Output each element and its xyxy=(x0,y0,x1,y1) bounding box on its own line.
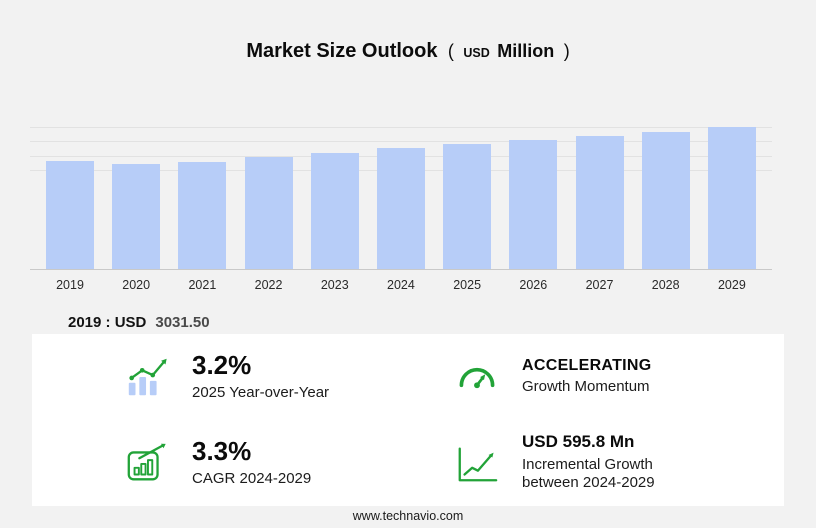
stat-incremental-text: USD 595.8 Mn Incremental Growth between … xyxy=(522,431,707,493)
stat-momentum: ACCELERATING Growth Momentum xyxy=(408,334,784,420)
stat-cagr-label: CAGR 2024-2029 xyxy=(192,469,312,487)
x-tick-label-2028: 2028 xyxy=(651,278,680,292)
bar-2024 xyxy=(376,148,425,269)
bar-2029 xyxy=(707,127,756,269)
stats-panel: 3.2% 2025 Year-over-Year ACCELERATING Gr… xyxy=(32,334,784,506)
bar-2025 xyxy=(443,144,492,269)
speedometer-icon xyxy=(450,355,504,399)
title-paren-close: ) xyxy=(563,41,570,61)
incremental-growth-icon xyxy=(450,440,504,486)
bar-2021 xyxy=(178,161,227,269)
x-tick-label-2024: 2024 xyxy=(387,278,415,292)
annotation-prefix: 2019 : USD xyxy=(68,314,147,331)
chart-bars xyxy=(30,126,772,269)
page-title: Market Size Outlook ( USD Million ) xyxy=(0,40,816,63)
bar-2023 xyxy=(310,152,359,269)
yoy-bars-trend-icon xyxy=(120,354,174,400)
bar-2022 xyxy=(244,157,293,269)
title-currency: USD xyxy=(463,46,490,60)
stat-momentum-label: Growth Momentum xyxy=(522,378,650,396)
chart-x-axis-labels: 2019 2020 2021 2022 2023 2024 2025 2026 2027 2028… xyxy=(30,278,772,292)
bar-2026 xyxy=(509,140,558,269)
gridline xyxy=(30,127,772,129)
stat-momentum-text: ACCELERATING Growth Momentum xyxy=(522,357,652,397)
x-tick-label-2025: 2025 xyxy=(453,278,482,292)
bar-2019 xyxy=(46,160,94,269)
x-tick-label-2020: 2020 xyxy=(122,278,151,292)
x-tick-label-2027: 2027 xyxy=(585,278,614,292)
stat-incremental-label: Incremental Growth between 2024-2029 xyxy=(522,455,655,492)
x-tick-label-2023: 2023 xyxy=(320,278,349,292)
title-unit: Million xyxy=(497,41,555,61)
x-tick-label-2022: 2022 xyxy=(254,278,283,292)
bar-2020 xyxy=(112,163,161,269)
bar-2027 xyxy=(575,136,624,269)
stat-cagr-value: 3.3% xyxy=(192,436,252,467)
title-paren-open: ( xyxy=(447,41,454,61)
title-main: Market Size Outlook xyxy=(246,40,438,62)
stat-cagr-text: 3.3% CAGR 2024-2029 xyxy=(192,437,311,488)
chart-plot xyxy=(30,126,772,270)
x-tick-label-2019: 2019 xyxy=(56,278,84,292)
stat-incremental: USD 595.8 Mn Incremental Growth between … xyxy=(408,420,784,506)
x-tick-label-2029: 2029 xyxy=(717,278,746,292)
bar-2028 xyxy=(641,131,690,269)
market-size-bar-chart: 2019 2020 2021 2022 2023 2024 2025 2026 2027 2028… xyxy=(30,126,772,292)
stat-incremental-value: USD 595.8 Mn xyxy=(522,431,635,451)
stat-yoy-value: 3.2% xyxy=(192,350,252,381)
cagr-chart-icon xyxy=(120,440,174,486)
stat-cagr: 3.3% CAGR 2024-2029 xyxy=(32,420,408,506)
footer-url: www.technavio.com xyxy=(352,509,464,523)
stat-yoy-text: 3.2% 2025 Year-over-Year xyxy=(192,351,329,402)
x-tick-label-2026: 2026 xyxy=(519,278,548,292)
annotation-value: 3031.50 xyxy=(155,314,210,331)
stat-yoy-label: 2025 Year-over-Year xyxy=(192,383,330,401)
stat-momentum-value: ACCELERATING xyxy=(522,356,652,374)
x-tick-label-2021: 2021 xyxy=(188,278,217,292)
base-year-annotation: 2019 : USD 3031.50 xyxy=(68,314,210,331)
stat-yoy: 3.2% 2025 Year-over-Year xyxy=(32,334,408,420)
gridline xyxy=(30,141,772,143)
